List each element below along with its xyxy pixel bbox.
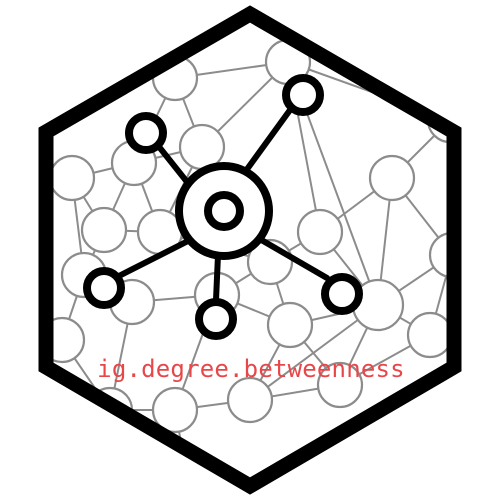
hexagon-border [38, 5, 462, 495]
network-icon-hub-center [204, 191, 244, 231]
network-icon-edge [112, 237, 193, 281]
network-icon-node [282, 74, 324, 116]
background-node [48, 154, 96, 202]
background-node [226, 376, 274, 424]
background-node [406, 311, 454, 359]
background-node [296, 208, 344, 256]
background-network [46, 38, 454, 486]
logo-label: ig.degree.betweenness [97, 355, 405, 383]
background-node [316, 361, 364, 409]
network-icon-edge [213, 252, 221, 303]
background-node [368, 154, 416, 202]
background-node [178, 123, 226, 171]
network-icon-edge [255, 235, 330, 281]
network-icon-node [195, 298, 237, 340]
background-node [80, 206, 128, 254]
network-icon-node [83, 267, 125, 309]
network-icon-node [321, 273, 363, 315]
network-icon [83, 74, 363, 340]
background-node [266, 301, 314, 349]
background-node [166, 466, 214, 486]
background-node [151, 386, 199, 434]
network-icon-node [125, 112, 167, 154]
background-edge [249, 304, 379, 401]
